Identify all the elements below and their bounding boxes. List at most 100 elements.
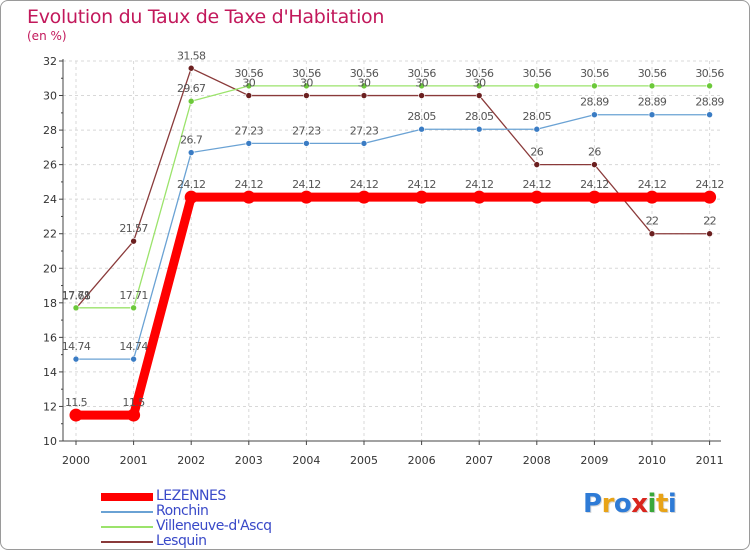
- data-point-lezennes: [242, 190, 256, 204]
- data-label-ronchin: 28.89: [695, 96, 724, 109]
- data-label-ronchin: 28.05: [407, 110, 436, 123]
- data-point-lesquin: [648, 230, 656, 238]
- data-point-villeneuve-d-ascq: [533, 82, 541, 90]
- data-point-lesquin: [187, 64, 195, 72]
- data-point-villeneuve-d-ascq: [303, 82, 310, 90]
- data-label-ronchin: 27.23: [235, 124, 264, 137]
- data-label-villeneuve-d-ascq: 29.67: [177, 82, 206, 95]
- data-point-villeneuve-d-ascq: [418, 82, 425, 90]
- data-label-lezennes: 24.12: [235, 178, 264, 191]
- data-label-lesquin: 30: [415, 77, 428, 90]
- data-point-lezennes: [703, 190, 717, 204]
- data-label-villeneuve-d-ascq: 30.56: [695, 67, 724, 80]
- series-line-ronchin: [76, 114, 710, 360]
- data-point-villeneuve-d-ascq: [72, 304, 80, 312]
- data-label-lesquin: 31.58: [177, 49, 206, 62]
- data-label-lesquin: 30: [300, 77, 313, 90]
- data-label-ronchin: 28.05: [523, 110, 552, 123]
- data-label-ronchin: 27.23: [292, 124, 321, 137]
- data-label-lesquin: 17.68: [62, 289, 91, 302]
- y-tick-label: 32: [43, 55, 57, 68]
- data-point-ronchin: [475, 125, 483, 133]
- data-point-lesquin: [591, 161, 598, 168]
- data-point-lezennes: [69, 408, 83, 422]
- proxiti-logo: Proxiti: [583, 489, 677, 519]
- y-tick-label: 16: [43, 331, 57, 344]
- x-tick-label: 2000: [62, 454, 90, 467]
- data-label-lesquin: 30: [242, 77, 255, 90]
- data-label-villeneuve-d-ascq: 30.56: [523, 67, 552, 80]
- data-label-villeneuve-d-ascq: 30.56: [638, 67, 667, 80]
- data-point-lezennes: [472, 190, 486, 204]
- data-point-ronchin: [72, 355, 80, 363]
- data-point-lesquin: [130, 237, 137, 245]
- y-tick-label: 30: [43, 90, 57, 103]
- data-label-lezennes: 11.5: [65, 396, 88, 409]
- x-tick-label: 2005: [350, 454, 378, 467]
- data-label-lezennes: 24.12: [638, 178, 667, 191]
- y-tick-label: 22: [43, 228, 57, 241]
- data-point-lezennes: [127, 408, 141, 422]
- x-tick-label: 2008: [523, 454, 551, 467]
- legend-label-ronchin: Ronchin: [156, 503, 209, 519]
- data-point-lezennes: [530, 190, 544, 204]
- data-label-ronchin: 14.74: [119, 340, 148, 353]
- y-tick-label: 20: [43, 262, 57, 275]
- data-point-ronchin: [360, 140, 368, 147]
- data-point-villeneuve-d-ascq: [706, 82, 713, 90]
- legend-swatch-villeneuve: [101, 526, 153, 528]
- data-point-lesquin: [706, 230, 713, 238]
- data-point-ronchin: [706, 111, 713, 119]
- data-point-lesquin: [245, 92, 253, 99]
- data-label-ronchin: 26.7: [180, 134, 203, 147]
- data-point-lezennes: [645, 190, 659, 204]
- data-point-ronchin: [418, 125, 425, 133]
- data-point-ronchin: [245, 140, 253, 147]
- logo-letter: t: [655, 489, 668, 519]
- data-label-villeneuve-d-ascq: 30.56: [465, 67, 494, 80]
- series-line-lezennes: [71, 192, 715, 420]
- data-label-villeneuve-d-ascq: 17.71: [62, 289, 91, 302]
- data-label-ronchin: 27.23: [350, 124, 379, 137]
- legend-swatch-lezennes: [101, 493, 153, 501]
- data-label-ronchin: 14.74: [62, 340, 91, 353]
- y-tick-label: 10: [43, 435, 57, 448]
- y-tick-label: 24: [43, 193, 57, 206]
- logo-letter: o: [613, 489, 632, 519]
- data-point-ronchin: [303, 140, 310, 147]
- y-tick-label: 28: [43, 124, 57, 137]
- data-point-lesquin: [360, 92, 368, 99]
- legend-swatch-ronchin: [101, 511, 153, 513]
- data-point-lezennes: [587, 190, 601, 204]
- legend-label-lezennes: LEZENNES: [156, 488, 226, 504]
- data-point-lesquin: [475, 92, 483, 99]
- data-point-villeneuve-d-ascq: [360, 82, 368, 90]
- data-point-lesquin: [303, 92, 310, 99]
- data-label-lesquin: 22: [646, 215, 659, 228]
- data-point-lesquin: [418, 92, 425, 99]
- data-point-villeneuve-d-ascq: [245, 82, 253, 90]
- data-label-villeneuve-d-ascq: 30.56: [350, 67, 379, 80]
- data-label-villeneuve-d-ascq: 30.56: [407, 67, 436, 80]
- series-line-villeneuve-d-ascq: [76, 85, 710, 309]
- y-tick-label: 26: [43, 159, 57, 172]
- logo-letter: r: [601, 489, 615, 519]
- data-label-ronchin: 28.89: [580, 96, 609, 109]
- data-point-ronchin: [533, 125, 541, 133]
- x-tick-label: 2011: [696, 454, 724, 467]
- data-point-ronchin: [187, 149, 195, 156]
- data-label-lezennes: 11.5: [123, 396, 146, 409]
- data-point-lezennes: [184, 190, 198, 204]
- chart-title: Evolution du Taux de Taxe d'Habitation: [27, 6, 385, 28]
- data-point-villeneuve-d-ascq: [648, 82, 656, 90]
- data-point-villeneuve-d-ascq: [475, 82, 483, 90]
- data-label-lezennes: 24.12: [177, 178, 206, 191]
- series-line-lesquin: [75, 67, 710, 309]
- x-tick-label: 2009: [580, 454, 608, 467]
- data-label-lesquin: 26: [588, 146, 601, 159]
- x-tick-label: 2007: [465, 454, 493, 467]
- data-label-ronchin: 28.05: [465, 110, 494, 123]
- data-label-lezennes: 24.12: [407, 178, 436, 191]
